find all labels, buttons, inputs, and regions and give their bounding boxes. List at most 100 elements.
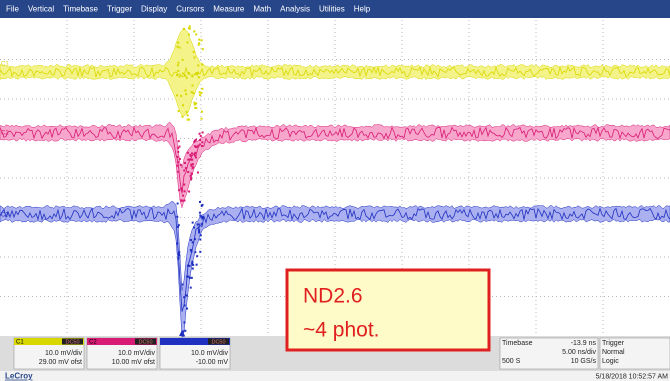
page: File Vertical Timebase Trigger Display Cursor… xyxy=(0,0,670,381)
menu-item[interactable]: Measure xyxy=(213,5,245,14)
channel-name: C1 xyxy=(16,339,24,345)
trace-dot xyxy=(201,39,203,41)
trace-dot xyxy=(186,77,188,79)
menu-item[interactable]: Vertical xyxy=(28,5,54,14)
trace-dot xyxy=(184,304,186,306)
menu-item[interactable]: Math xyxy=(253,5,271,14)
menu-item[interactable]: Display xyxy=(141,5,167,14)
trace-dot xyxy=(196,264,198,266)
trace-dot xyxy=(181,116,183,118)
coupling: DC50 xyxy=(65,339,79,345)
trace-dot xyxy=(190,239,192,241)
trace-dot xyxy=(181,200,183,202)
trace-dot xyxy=(201,111,203,113)
menu-item[interactable]: Analysis xyxy=(280,5,310,14)
trace-dot xyxy=(194,251,196,253)
trace-dot xyxy=(192,222,194,224)
trace-dot xyxy=(177,62,179,64)
channel-scale: 10.0 mV/div xyxy=(45,350,82,357)
trace-dot xyxy=(177,151,179,153)
channel-label: C1 xyxy=(1,62,9,68)
trace-dot xyxy=(201,92,203,94)
annotation-text: ND2.6 xyxy=(303,285,363,308)
channel-label: C3 xyxy=(1,213,9,219)
oscilloscope-screen: File Vertical Timebase Trigger Display Cursor… xyxy=(0,0,670,381)
trace-dot xyxy=(177,147,179,149)
trace-dot xyxy=(192,268,194,270)
trace-dot xyxy=(179,76,181,78)
brand: LeCroy xyxy=(5,372,33,381)
trace-dot xyxy=(201,141,203,143)
trace-dot xyxy=(190,287,192,289)
trace-dot xyxy=(179,47,181,49)
trace-dot xyxy=(195,73,197,75)
trace-dot xyxy=(191,152,193,154)
trace-dot xyxy=(178,254,180,256)
trace-dot xyxy=(198,227,200,229)
trace-dot xyxy=(183,28,185,30)
trace-dot xyxy=(190,178,192,180)
menu-item[interactable]: Trigger xyxy=(107,5,132,14)
trace-dot xyxy=(191,159,193,161)
timebase-title: Timebase xyxy=(502,340,533,347)
trace-dot xyxy=(191,173,193,175)
trace-dot xyxy=(176,243,178,245)
trace-dot xyxy=(177,257,179,259)
menu-item[interactable]: Help xyxy=(354,5,371,14)
trace-dot xyxy=(193,57,195,59)
trace-dot xyxy=(193,30,195,32)
trace-dot xyxy=(189,25,191,27)
trace-dot xyxy=(197,65,199,67)
trace-dot xyxy=(199,212,201,214)
trace-dot xyxy=(199,94,201,96)
trace-dot xyxy=(186,41,188,43)
trace-dot xyxy=(182,59,184,61)
menu-item[interactable]: Utilities xyxy=(319,5,345,14)
trace-dot xyxy=(184,75,186,77)
trace-dot xyxy=(190,250,192,252)
trace-dot xyxy=(184,190,186,192)
trace-dot xyxy=(202,48,204,50)
trace-dot xyxy=(183,296,185,298)
trace-dot xyxy=(188,191,190,193)
timebase-delay: -13.9 ns xyxy=(571,340,597,347)
trace-dot xyxy=(199,238,201,240)
trace-dot xyxy=(186,308,188,310)
trace-dot xyxy=(181,283,183,285)
trace-dot xyxy=(187,114,189,116)
trace-dot xyxy=(187,119,189,121)
trace-dot xyxy=(177,226,179,228)
trace-dot xyxy=(186,111,188,113)
trace-dot xyxy=(190,175,192,177)
trace-dot xyxy=(201,204,203,206)
trace-dot xyxy=(185,167,187,169)
menu-item[interactable]: Cursors xyxy=(176,5,204,14)
trace-dot xyxy=(188,72,190,74)
menu-item[interactable]: Timebase xyxy=(63,5,98,14)
trigger-type: Logic xyxy=(602,358,619,365)
trace-dot xyxy=(178,110,180,112)
coupling: DC50 xyxy=(138,339,152,345)
trace-dot xyxy=(184,321,186,323)
trace-dot xyxy=(184,162,186,164)
trace-dot xyxy=(187,152,189,154)
menu-item[interactable]: File xyxy=(6,5,19,14)
trace-dot xyxy=(191,75,193,77)
trace-dot xyxy=(185,93,187,95)
trace-dot xyxy=(195,139,197,141)
trace-dot xyxy=(193,141,195,143)
trace-dot xyxy=(186,294,188,296)
trace-dot xyxy=(195,102,197,104)
trace-dot xyxy=(183,169,185,171)
timestamp: 5/18/2018 10:52:57 AM xyxy=(596,373,669,380)
trace-dot xyxy=(191,84,193,86)
trace-dot xyxy=(199,251,201,253)
trace-dot xyxy=(201,145,203,147)
trace-dot xyxy=(182,73,184,75)
trace-dot xyxy=(177,156,179,158)
trace-dot xyxy=(177,64,179,66)
trace-dot xyxy=(181,189,183,191)
trace-dot xyxy=(194,145,196,147)
trace-dot xyxy=(177,70,179,72)
trace-dot xyxy=(198,223,200,225)
